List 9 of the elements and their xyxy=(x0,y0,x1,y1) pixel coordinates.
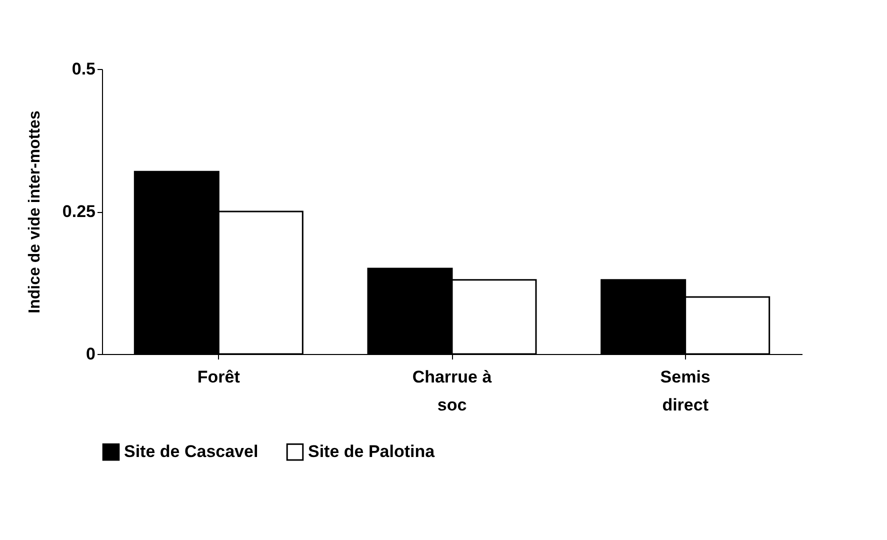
legend-label: Site de Cascavel xyxy=(124,442,258,462)
y-axis-title: Indice de vide inter-mottes xyxy=(26,110,44,314)
x-tick-label: Forêt xyxy=(197,368,240,386)
x-tick-label: Semis direct xyxy=(660,368,710,414)
y-tick-label: 0.25 xyxy=(62,202,96,221)
y-tick-label: 0.5 xyxy=(72,60,96,78)
y-tick-label: 0 xyxy=(86,344,96,364)
x-tick-label: Charrue à soc xyxy=(412,368,492,414)
legend-label: Site de Palotina xyxy=(308,442,436,462)
